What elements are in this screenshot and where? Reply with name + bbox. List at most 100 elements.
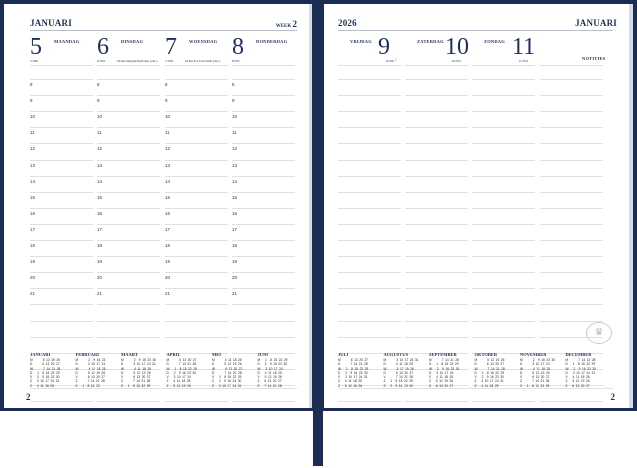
- hour-label: 10: [97, 114, 103, 120]
- mini-weekday-row: D 6 13 20 27: [383, 370, 420, 375]
- day-name: VRIJDAG: [350, 39, 372, 44]
- writing-line: [97, 159, 160, 161]
- divider: [97, 65, 160, 66]
- writing-line: [165, 384, 228, 386]
- day-name: MAANDAG: [54, 39, 80, 44]
- mini-calendar-month: DECEMBER M 7 14 21 28 D 1 8 15 22 29 W 2 …: [566, 352, 610, 388]
- hour-label: 13: [30, 162, 36, 168]
- writing-line: [165, 304, 228, 306]
- writing-line: [165, 272, 228, 274]
- writing-line: [165, 191, 228, 193]
- writing-line: [405, 368, 468, 370]
- divider: [338, 65, 401, 66]
- hour-label: 8: [30, 82, 33, 87]
- writing-line: [338, 143, 401, 145]
- writing-line: [472, 401, 535, 402]
- mini-weekday-row: D 1 8 15 22 29: [30, 370, 67, 375]
- mini-weekday-row: M 6 13 20 27: [166, 358, 204, 362]
- hour-label: 21: [165, 291, 171, 297]
- mini-month-name: JANUARI: [30, 352, 51, 357]
- hour-label: 16: [30, 210, 36, 216]
- writing-line: [472, 79, 535, 80]
- writing-line: [30, 95, 93, 97]
- writing-line: [472, 223, 535, 225]
- mini-weekday-row: Z 4 11 18 25: [166, 379, 203, 384]
- writing-line: [30, 111, 93, 113]
- writing-line: [338, 320, 401, 322]
- mini-weekday-row: Z 7 14 21 28: [520, 379, 556, 384]
- writing-line: [232, 159, 295, 161]
- writing-line: [165, 143, 228, 145]
- mini-weekday-row: M 2 9 16 23: [75, 358, 113, 362]
- hour-label: 20: [232, 275, 238, 281]
- mini-weekday-row: D 1 8 15 22 29: [474, 370, 511, 375]
- left-page: JANUARI WEEK 2 2 5 MAANDAG 5/360 8 9 10 11 12 13…: [4, 4, 312, 408]
- writing-line: [472, 143, 535, 145]
- writing-line: [97, 368, 160, 370]
- holiday-note: Orthodox Kerstmis (chr.): [185, 59, 221, 63]
- mini-weekday-row: Z 2 9 16 23 30: [212, 379, 248, 384]
- writing-line: [338, 159, 401, 161]
- hour-label: 13: [97, 162, 103, 168]
- writing-line: [30, 352, 93, 354]
- writing-line: [405, 79, 468, 80]
- hour-label: 10: [165, 114, 171, 120]
- mini-weekday-row: D 4 11 18 25: [257, 370, 294, 375]
- writing-line: [232, 256, 295, 258]
- hour-label: 13: [165, 162, 171, 168]
- header-divider: [30, 30, 297, 31]
- writing-line: [540, 207, 603, 209]
- writing-line: [405, 143, 468, 145]
- writing-line: [232, 95, 295, 97]
- writing-line: [97, 352, 160, 354]
- month-title: JANUARI: [30, 18, 72, 28]
- mini-weekday-row: M 4 11 18 25: [212, 358, 249, 362]
- writing-line: [338, 401, 401, 402]
- writing-line: [232, 111, 295, 113]
- writing-line: [540, 79, 603, 80]
- writing-line: [232, 175, 295, 177]
- day-name: DONDERDAG: [256, 39, 288, 44]
- writing-line: [338, 207, 401, 209]
- writing-line: [338, 304, 401, 306]
- writing-line: [30, 175, 93, 177]
- writing-line: [232, 352, 295, 354]
- mini-weekday-row: W 4 11 18 25: [75, 366, 113, 371]
- writing-line: [232, 304, 295, 306]
- mini-weekday-row: Z 1 8 15 22 29: [520, 383, 556, 388]
- mini-month-name: AUGUSTUS: [383, 352, 409, 357]
- mini-weekday-row: V 6 13 20 27: [520, 375, 557, 380]
- writing-line: [405, 320, 468, 322]
- writing-line: [472, 320, 535, 322]
- hour-label: 12: [165, 146, 171, 152]
- writing-line: [472, 304, 535, 306]
- mini-weekday-row: M 3 10 17 24 31: [383, 358, 421, 362]
- hour-label: 8: [97, 82, 100, 87]
- writing-line: [472, 240, 535, 241]
- mini-weekday-row: Z 6 13 20 27: [429, 383, 465, 388]
- mini-weekday-row: W 2 9 16 23 30: [429, 366, 467, 371]
- writing-line: [165, 207, 228, 209]
- writing-line: [540, 352, 603, 354]
- writing-line: [232, 288, 295, 290]
- writing-line: [472, 95, 535, 97]
- writing-line: [338, 288, 401, 290]
- hour-label: 14: [232, 178, 238, 184]
- writing-line: [30, 79, 93, 80]
- writing-line: [232, 223, 295, 225]
- mini-weekday-row: D 1 8 15 22 29: [565, 362, 602, 367]
- writing-line: [338, 127, 401, 129]
- writing-line: [540, 143, 603, 145]
- writing-line: [30, 127, 93, 129]
- hour-label: 20: [165, 275, 171, 281]
- mini-weekday-row: V 3 10 17 24 31: [338, 375, 375, 380]
- mini-weekday-row: W 5 12 19 26: [383, 366, 421, 371]
- mini-month-name: NOVEMBER: [520, 352, 547, 357]
- writing-line: [97, 384, 160, 386]
- hour-label: 8: [165, 82, 168, 87]
- writing-line: [405, 127, 468, 129]
- writing-line: [30, 401, 93, 402]
- writing-line: [165, 401, 228, 402]
- writing-line: [232, 384, 295, 386]
- mini-month-name: DECEMBER: [565, 352, 592, 357]
